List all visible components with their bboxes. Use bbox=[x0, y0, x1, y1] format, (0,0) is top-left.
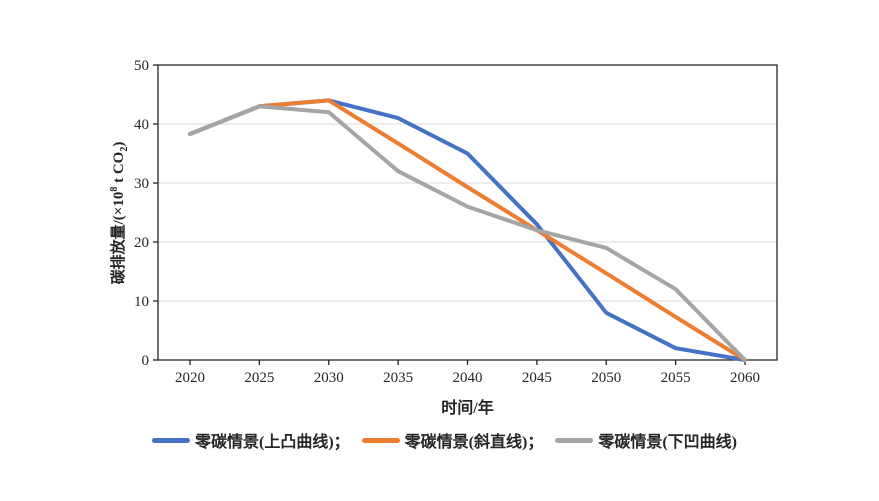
legend: 零碳情景(上凸曲线)； 零碳情景(斜直线)； 零碳情景(下凹曲线) bbox=[152, 428, 737, 452]
x-tick-label: 2040 bbox=[453, 370, 483, 386]
x-tick-label: 2025 bbox=[244, 370, 274, 386]
y-axis-title-close: ) bbox=[111, 141, 127, 147]
x-tick-label: 2035 bbox=[383, 370, 413, 386]
legend-item-straight: 零碳情景(斜直线)； bbox=[361, 428, 544, 452]
legend-swatch-gray-line bbox=[555, 437, 594, 443]
x-tick-label: 2030 bbox=[314, 370, 344, 386]
y-tick-label: 40 bbox=[134, 117, 149, 133]
legend-swatch-orange-line bbox=[361, 437, 400, 443]
legend-label: 零碳情景(上凸曲线)； bbox=[195, 434, 350, 451]
y-axis-title-superscript: 8 bbox=[109, 186, 120, 192]
x-tick-label: 2060 bbox=[730, 370, 760, 386]
series-line-concave bbox=[188, 104, 747, 362]
y-tick-label: 50 bbox=[134, 58, 149, 74]
x-tick-label: 2045 bbox=[522, 370, 552, 386]
y-tick-label: 10 bbox=[134, 294, 149, 310]
x-tick-label: 2020 bbox=[175, 370, 205, 386]
y-tick-label: 30 bbox=[134, 176, 149, 192]
y-axis-title: 碳排放量/(×108 t CO2) bbox=[107, 0, 130, 463]
y-tick-label: 20 bbox=[134, 235, 149, 251]
legend-label: 零碳情景(斜直线)； bbox=[404, 434, 544, 451]
legend-label: 零碳情景(下凹曲线) bbox=[598, 434, 738, 451]
legend-item-concave: 零碳情景(下凹曲线) bbox=[555, 428, 737, 452]
legend-item-convex: 零碳情景(上凸曲线)； bbox=[152, 428, 350, 452]
x-tick-label: 2050 bbox=[591, 370, 621, 386]
y-axis-title-subscript: 2 bbox=[119, 146, 130, 152]
series-line-convex bbox=[188, 98, 747, 362]
x-tick-label: 2055 bbox=[661, 370, 691, 386]
series-line-straight bbox=[188, 98, 747, 362]
legend-swatch-blue-line bbox=[152, 437, 190, 443]
y-axis-title-unit: t CO bbox=[111, 151, 127, 187]
x-axis-title: 时间/年 bbox=[441, 400, 494, 417]
y-tick-label: 0 bbox=[142, 353, 150, 369]
y-axis-title-text: 碳排放量/(×10 bbox=[111, 191, 127, 285]
